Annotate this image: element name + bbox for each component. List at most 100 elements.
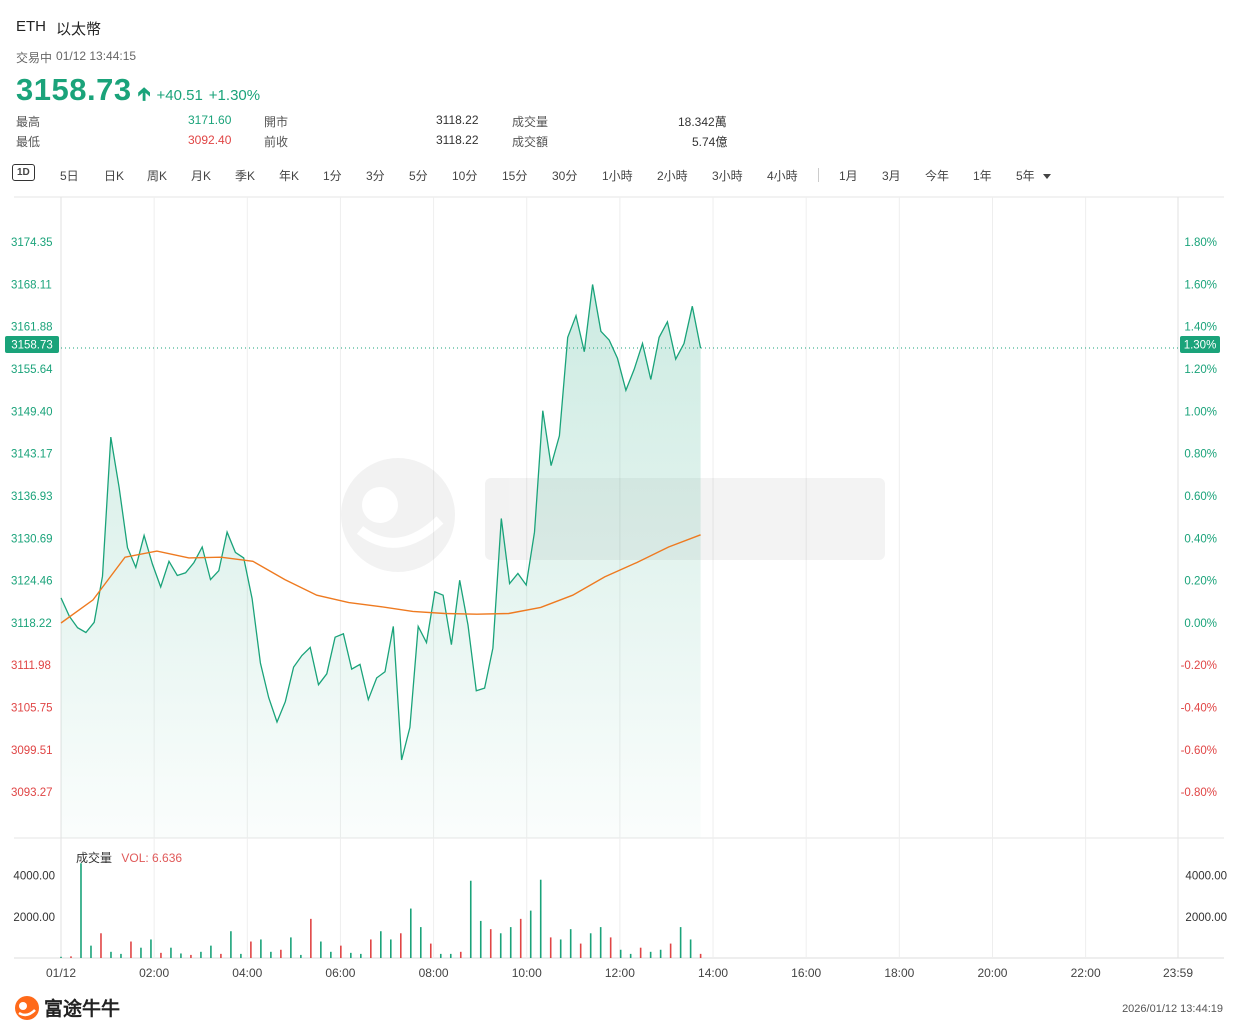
tab-ytd[interactable]: 今年 <box>925 169 950 183</box>
volume-bar <box>310 918 312 958</box>
stat-label-low: 最低 <box>16 135 41 149</box>
x-tick-label: 22:00 <box>1071 966 1101 980</box>
trade-status: 交易中 01/12 13:44:15 <box>16 49 136 66</box>
asset-name: 以太幣 <box>56 21 102 38</box>
tab-30min[interactable]: 30分 <box>552 169 578 183</box>
volume-bar <box>629 953 632 958</box>
y-tick-pct-label: 0.60% <box>1184 491 1217 503</box>
tab-5d[interactable]: 5日 <box>60 169 79 183</box>
last-price-badge-bg <box>5 336 59 353</box>
y-tick-pct-label: 0.80% <box>1184 449 1217 461</box>
x-tick-label: 12:00 <box>605 966 635 980</box>
volume-bar <box>489 929 492 958</box>
volume-bar <box>200 951 202 958</box>
stat-value-open: 3118.22 <box>436 113 479 127</box>
tab-1h[interactable]: 1小時 <box>602 169 633 183</box>
tab-5min[interactable]: 5分 <box>409 169 428 183</box>
y-tick-label: 3111.98 <box>11 660 51 672</box>
y-tick-pct-label: 1.00% <box>1184 406 1217 418</box>
volume-bar <box>539 879 542 958</box>
volume-bar <box>350 952 352 958</box>
volume-bar <box>340 945 342 958</box>
y-tick-pct-label: 1.20% <box>1184 364 1217 376</box>
up-arrow-icon: 🡱 <box>137 84 151 104</box>
tab-10min[interactable]: 10分 <box>452 169 478 183</box>
volume-bar <box>499 933 502 958</box>
tab-yearly-k[interactable]: 年K <box>279 169 300 183</box>
volume-bar <box>370 939 372 958</box>
volume-bar <box>479 920 482 958</box>
volume-bar <box>120 953 122 958</box>
tab-quarterly-k[interactable]: 季K <box>235 169 256 183</box>
tab-3m[interactable]: 3月 <box>882 169 901 183</box>
volume-bar <box>270 951 272 958</box>
price-chart[interactable]: 3174.35 3168.11 3161.88 3155.64 3149.40 3143.… <box>0 0 1239 1000</box>
volume-bar <box>240 953 242 958</box>
volume-bar <box>449 953 452 958</box>
y-tick-label: 3105.75 <box>11 702 53 714</box>
volume-bar <box>419 927 422 958</box>
volume-bar <box>100 933 102 958</box>
tab-1min[interactable]: 1分 <box>323 169 342 183</box>
price-area <box>61 284 701 838</box>
stat-value-volume: 18.342萬 <box>678 115 727 129</box>
tab-2h[interactable]: 2小時 <box>657 169 688 183</box>
tab-weekly-k[interactable]: 周K <box>147 169 168 183</box>
volume-bar <box>659 949 662 958</box>
price-line <box>60 284 702 761</box>
chevron-down-icon <box>1042 174 1051 180</box>
last-price-badge-text: 3158.73 <box>11 340 53 352</box>
volume-bar <box>140 947 142 958</box>
y-tick-label: 3130.69 <box>11 533 53 545</box>
y-tick-label: 3124.46 <box>11 576 53 588</box>
volume-bar <box>60 956 62 958</box>
bull-logo-icon <box>15 995 39 1020</box>
y-tick-label: 3161.88 <box>11 322 53 334</box>
volume-bar <box>609 937 612 958</box>
y-axis-pct-labels: 1.80% 1.60% 1.40% 1.20% 1.00% 0.80% 0.60% 0.40%… <box>1181 237 1217 799</box>
last-price: 3158.73 <box>16 72 132 107</box>
x-tick-label: 10:00 <box>512 966 542 980</box>
volume-bar <box>549 937 552 958</box>
stat-label-turnover: 成交額 <box>512 135 549 149</box>
volume-bar <box>360 953 362 958</box>
y-tick-label: 3174.35 <box>11 237 53 249</box>
tab-15min[interactable]: 15分 <box>502 169 528 183</box>
volume-bar <box>649 951 652 958</box>
x-tick-label: 06:00 <box>325 966 355 980</box>
x-axis-labels: 01/12 02:00 04:00 06:00 08:00 10:00 12:00 14:00… <box>46 966 1193 980</box>
tab-divider <box>818 168 819 182</box>
volume-bar <box>569 929 572 958</box>
y-tick-label: 3149.40 <box>11 406 53 418</box>
volume-value: VOL: 6.636 <box>121 851 183 865</box>
tab-3min[interactable]: 3分 <box>366 169 385 183</box>
tab-3h[interactable]: 3小時 <box>712 169 743 183</box>
tab-4h[interactable]: 4小時 <box>767 169 798 183</box>
tab-daily-k[interactable]: 日K <box>104 169 125 183</box>
tab-1d[interactable]: 1D <box>12 164 35 181</box>
volume-bar <box>390 939 392 958</box>
tab-monthly-k[interactable]: 月K <box>191 169 212 183</box>
tab-1m[interactable]: 1月 <box>839 169 858 183</box>
tab-5y[interactable]: 5年 <box>1016 167 1051 184</box>
title: ETH 以太幣 <box>16 18 101 39</box>
volume-bar <box>669 943 672 958</box>
volume-bar <box>679 927 682 958</box>
volume-bar <box>70 956 72 958</box>
volume-bar <box>469 880 472 958</box>
y-tick-label: 3093.27 <box>11 787 53 799</box>
volume-y-label-right: 2000.00 <box>1185 912 1227 924</box>
tab-1y[interactable]: 1年 <box>973 169 992 183</box>
volume-bar <box>280 949 282 958</box>
snapshot-time: 2026/01/12 13:44:19 <box>1122 1003 1223 1015</box>
volume-bar <box>110 951 112 958</box>
x-tick-label: 18:00 <box>884 966 914 980</box>
volume-bar <box>509 927 512 958</box>
y-tick-pct-label: 0.20% <box>1184 576 1217 588</box>
y-tick-pct-label: -0.60% <box>1181 745 1217 757</box>
volume-bar <box>290 937 292 958</box>
y-tick-label: 3143.17 <box>11 449 53 461</box>
volume-bar <box>130 941 132 958</box>
volume-bar <box>439 953 442 958</box>
volume-y-labels: 4000.00 4000.00 2000.00 2000.00 <box>13 871 1227 924</box>
